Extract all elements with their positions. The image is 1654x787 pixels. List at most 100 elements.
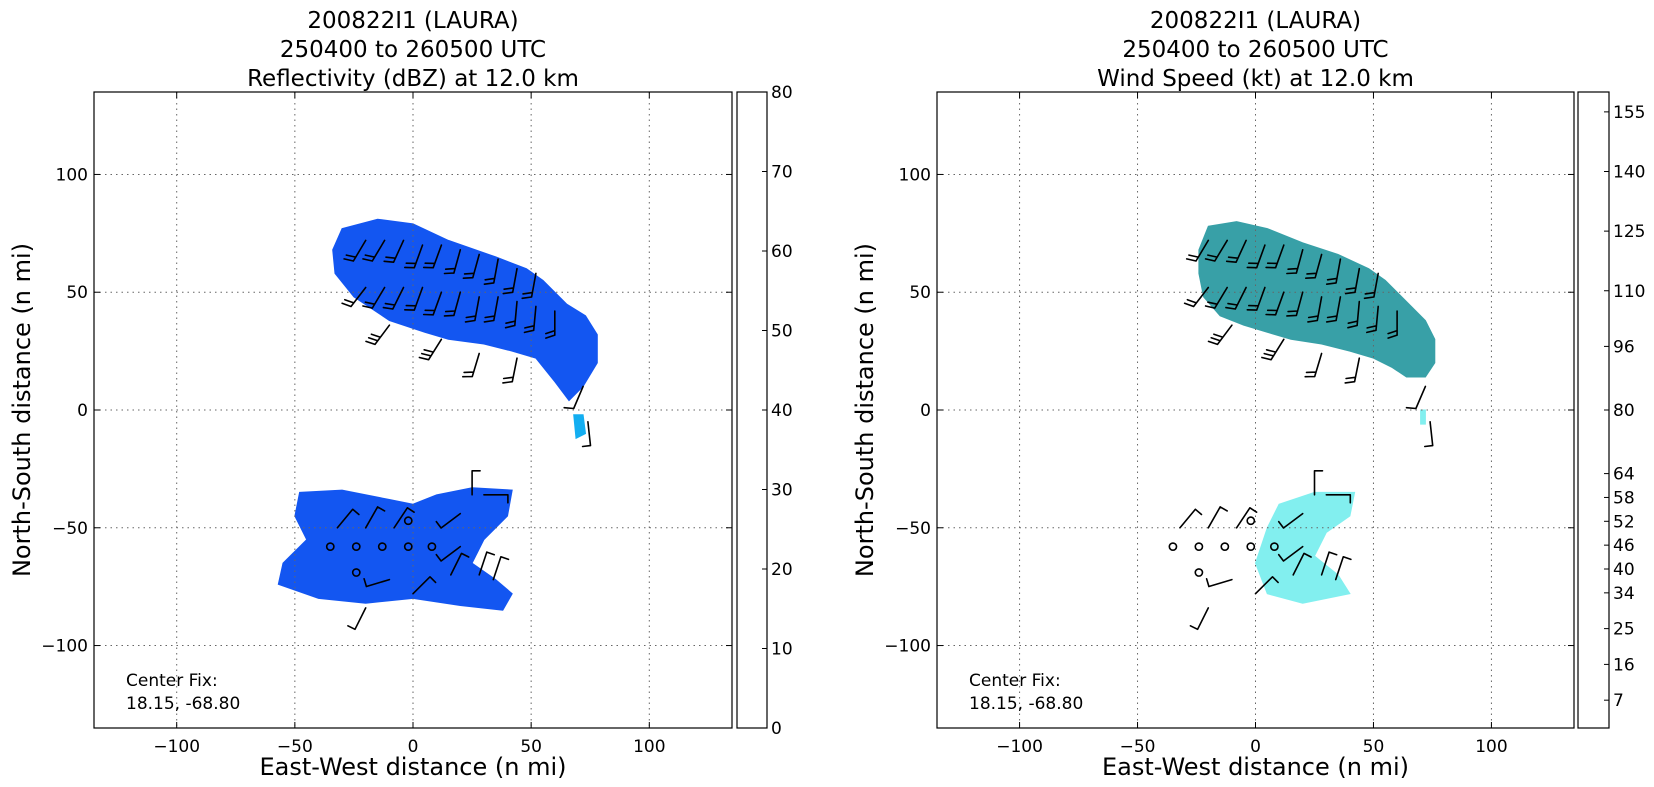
y-tick-label: −100	[41, 637, 88, 657]
wind-barb	[1265, 291, 1285, 316]
y-tick-label: 50	[909, 283, 931, 303]
y-tick-label: −50	[895, 519, 931, 539]
wind-barb	[502, 267, 518, 295]
x-tick-label: −100	[996, 737, 1043, 757]
colorbar-label: 40	[1613, 560, 1635, 580]
wind-barb	[1405, 385, 1427, 410]
wind-barb	[393, 507, 415, 529]
colorbar-label: 40	[771, 401, 793, 421]
wind-barb	[1347, 300, 1361, 329]
wind-barb	[1225, 286, 1247, 310]
calm-circle	[351, 542, 361, 552]
wind-barb	[1261, 338, 1285, 361]
echo-region	[332, 218, 598, 402]
colorbar-label: 25	[1613, 620, 1635, 640]
wind-barb	[1363, 272, 1379, 300]
wind-barb	[1292, 552, 1312, 576]
x-tick-label: −50	[277, 737, 313, 757]
wind-barb	[1286, 249, 1304, 275]
wind-barb	[483, 258, 499, 285]
center-fix-annotation: Center Fix:	[969, 671, 1061, 691]
colorbar-label: 52	[1613, 512, 1635, 532]
chart-title-line: Reflectivity (dBZ) at 12.0 km	[247, 66, 579, 92]
wind-barb	[1265, 244, 1285, 269]
wind-barb	[383, 239, 405, 263]
wind-barb	[1205, 578, 1233, 588]
chart-title-line: 200822I1 (LAURA)	[1150, 8, 1361, 34]
wind-barb	[1189, 607, 1210, 631]
x-tick-label: 0	[408, 737, 419, 757]
colorbar-label: 155	[1613, 103, 1645, 123]
calm-circle	[1168, 542, 1178, 552]
center-fix-annotation: Center Fix:	[126, 671, 218, 691]
echo-region	[277, 487, 513, 611]
colorbar-label: 7	[1613, 691, 1624, 711]
wind-barb	[1235, 507, 1258, 529]
wind-barb	[1204, 286, 1228, 309]
wind-barb	[1424, 421, 1434, 448]
colorbar-label: 140	[1613, 163, 1645, 183]
wind-barb	[1185, 239, 1210, 262]
wind-barb	[1225, 239, 1247, 263]
chart-title-line: Wind Speed (kt) at 12.0 km	[1097, 66, 1414, 92]
wind-barb	[1304, 352, 1323, 378]
calm-circle	[1194, 568, 1204, 577]
echo-region	[1198, 221, 1436, 378]
y-tick-label: −50	[52, 519, 88, 539]
wind-barb	[1325, 258, 1342, 285]
colorbar-label: 96	[1613, 337, 1635, 357]
wind-barb	[1277, 545, 1304, 562]
wind-barb	[443, 291, 462, 317]
wind-barb	[1246, 244, 1266, 269]
x-tick-label: 0	[1250, 737, 1261, 757]
colorbar-label: 34	[1613, 584, 1635, 604]
wind-barb	[581, 421, 592, 448]
echo-region	[573, 414, 587, 440]
wind-barb	[471, 470, 481, 496]
panel-2: 200822I1 (LAURA) 250400 to 260500 UTC Wind…	[851, 8, 1645, 781]
wind-barb	[504, 300, 518, 329]
wind-barb	[343, 239, 367, 262]
x-tick-label: 50	[520, 737, 542, 757]
wind-barb	[464, 296, 480, 323]
calm-circle	[1269, 542, 1279, 552]
y-tick-label: 100	[56, 165, 88, 185]
x-axis-label: East-West distance (n mi)	[259, 753, 566, 781]
wind-barb	[1325, 296, 1342, 323]
wind-barb	[362, 239, 386, 262]
wind-barb	[347, 607, 367, 631]
wind-barb	[1305, 253, 1323, 279]
x-tick-label: −100	[153, 737, 200, 757]
calm-circle	[403, 516, 413, 526]
y-tick-label: 0	[77, 401, 88, 421]
wind-barb	[450, 552, 470, 576]
x-axis-label: East-West distance (n mi)	[1102, 753, 1409, 781]
wind-barb	[1307, 296, 1323, 323]
colorbar: 0 10 20 30 40 50 60 70 80	[736, 83, 793, 739]
wind-barb	[545, 310, 556, 339]
wind-barb	[1387, 310, 1398, 339]
wind-barb	[483, 494, 509, 504]
colorbar-label: 50	[771, 322, 793, 342]
wind-barbs	[325, 239, 592, 631]
wind-barb	[1204, 239, 1228, 262]
wind-barb	[478, 551, 496, 576]
calm-circle	[377, 542, 387, 552]
x-tick-label: 100	[1475, 737, 1507, 757]
calm-circle	[325, 542, 335, 552]
x-tick-label: 50	[1363, 737, 1385, 757]
wind-barb	[412, 576, 437, 595]
wind-barb	[336, 508, 360, 529]
colorbar-label: 80	[1613, 401, 1635, 421]
wind-barb	[492, 556, 510, 581]
wind-barb	[1313, 470, 1324, 496]
wind-barb	[422, 291, 443, 316]
wind-barb	[1277, 512, 1304, 529]
colorbar-label: 58	[1613, 488, 1635, 508]
panel-1: 200822I1 (LAURA) 250400 to 260500 UTC Refl…	[8, 8, 793, 781]
wind-barb	[404, 286, 424, 311]
wind-barb	[1344, 267, 1361, 295]
wind-barb	[362, 286, 386, 309]
wind-barbs	[1168, 239, 1434, 631]
calm-circle	[1194, 542, 1204, 552]
